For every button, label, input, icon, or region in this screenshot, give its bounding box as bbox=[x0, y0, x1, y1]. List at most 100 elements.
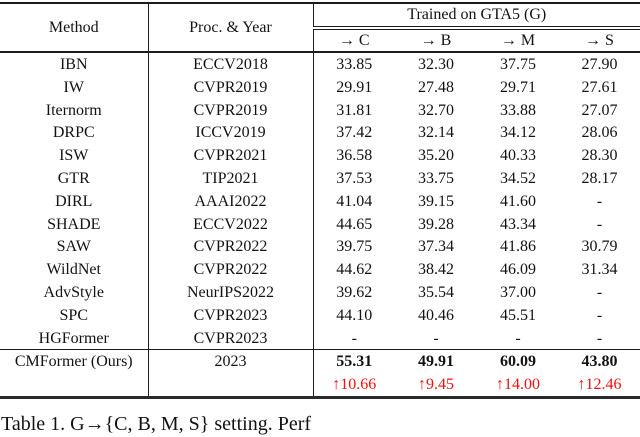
value-cell: 30.79 bbox=[581, 238, 618, 256]
value-cell: 46.09 bbox=[500, 261, 536, 279]
value-cell: 40.46 bbox=[418, 306, 454, 324]
value-cell: 32.70 bbox=[418, 101, 454, 119]
method-cell: DIRL bbox=[0, 189, 149, 213]
value-cell: 41.86 bbox=[500, 238, 536, 256]
value-cell: - bbox=[351, 329, 357, 347]
method-cell: SHADE bbox=[0, 212, 149, 236]
venue-cell: TIP2021 bbox=[148, 167, 314, 190]
table-row: WildNet CVPR2022 44.62 38.42 46.09 31.34 bbox=[0, 258, 640, 282]
venue-cell: AAAI2022 bbox=[148, 189, 314, 213]
value-cell: 41.04 bbox=[336, 192, 373, 210]
table-row: AdvStyle NeurIPS2022 39.62 35.54 37.00 - bbox=[0, 281, 640, 304]
table-row: SHADE ECCV2022 44.65 39.28 43.34 - bbox=[0, 212, 640, 236]
method-cell: WildNet bbox=[0, 258, 149, 282]
value-cell: 34.52 bbox=[500, 169, 536, 187]
venue-cell: CVPR2022 bbox=[148, 235, 314, 259]
empty-cell bbox=[148, 373, 314, 398]
method-cell: SPC bbox=[0, 303, 149, 327]
value-cell: 35.20 bbox=[418, 147, 454, 165]
value-cell: 32.14 bbox=[418, 124, 454, 142]
value-cell-best: 55.31 bbox=[336, 353, 373, 371]
col-header-method: Method bbox=[0, 3, 149, 53]
value-cell: 27.07 bbox=[581, 101, 618, 119]
venue-cell: CVPR2019 bbox=[148, 75, 314, 99]
value-cell-best: 49.91 bbox=[418, 353, 454, 371]
col-header-to-mapillary: → M bbox=[500, 32, 536, 49]
venue-cell: CVPR2021 bbox=[148, 144, 314, 168]
value-cell: 33.88 bbox=[500, 101, 536, 119]
improvement-row: ↑10.66 ↑9.45 ↑14.00 ↑12.46 bbox=[0, 373, 640, 398]
value-cell: 44.62 bbox=[336, 261, 373, 279]
value-cell-best: 43.80 bbox=[581, 353, 618, 371]
value-cell: - bbox=[596, 329, 603, 347]
value-cell: 45.51 bbox=[500, 306, 536, 324]
results-table: Method Proc. & Year Trained on GTA5 (G) … bbox=[0, 2, 640, 400]
venue-cell: ECCV2018 bbox=[148, 52, 314, 76]
value-cell: 43.34 bbox=[500, 215, 536, 233]
method-cell: HGFormer bbox=[0, 326, 149, 350]
method-cell: SAW bbox=[0, 235, 149, 259]
value-cell: 27.61 bbox=[581, 78, 618, 96]
improvement-value: ↑9.45 bbox=[418, 376, 454, 394]
value-cell: 28.06 bbox=[581, 124, 618, 142]
table-row: SPC CVPR2023 44.10 40.46 45.51 - bbox=[0, 303, 640, 327]
venue-cell: CVPR2019 bbox=[148, 98, 314, 122]
value-cell: 27.90 bbox=[581, 55, 618, 73]
venue-cell: ICCV2019 bbox=[148, 121, 314, 145]
method-cell: AdvStyle bbox=[0, 281, 149, 304]
value-cell: 44.10 bbox=[336, 306, 373, 324]
value-cell: 28.17 bbox=[581, 169, 618, 187]
value-cell: 39.15 bbox=[418, 192, 454, 210]
value-cell: 33.85 bbox=[336, 55, 373, 73]
value-cell: 28.30 bbox=[581, 147, 618, 165]
value-cell: 29.91 bbox=[336, 78, 373, 96]
value-cell: 31.34 bbox=[581, 261, 618, 279]
method-cell: IW bbox=[0, 75, 149, 99]
table-caption: Table 1. G→{C, B, M, S} setting. Perf bbox=[1, 413, 312, 435]
table-row: ISW CVPR2021 36.58 35.20 40.33 28.30 bbox=[0, 144, 640, 168]
value-cell: 39.62 bbox=[336, 283, 373, 301]
value-cell: 39.75 bbox=[336, 238, 373, 256]
value-cell: - bbox=[433, 329, 439, 347]
method-cell: GTR bbox=[0, 167, 149, 190]
highlight-row-cmformer: CMFormer (Ours) 2023 55.31 49.91 60.09 4… bbox=[0, 349, 640, 374]
value-cell: - bbox=[596, 192, 603, 210]
empty-cell bbox=[0, 373, 149, 398]
value-cell: 39.28 bbox=[418, 215, 454, 233]
table-row: Iternorm CVPR2019 31.81 32.70 33.88 27.0… bbox=[0, 98, 640, 122]
value-cell: 44.65 bbox=[336, 215, 373, 233]
method-cell: IBN bbox=[0, 52, 149, 76]
value-cell: 37.42 bbox=[336, 124, 373, 142]
value-cell: 34.12 bbox=[500, 124, 536, 142]
venue-cell: CVPR2023 bbox=[148, 326, 314, 350]
col-header-to-bdd: → B bbox=[420, 32, 452, 49]
value-cell: 27.48 bbox=[418, 78, 454, 96]
value-cell: 37.53 bbox=[336, 169, 373, 187]
value-cell: 35.54 bbox=[418, 283, 454, 301]
venue-cell: 2023 bbox=[148, 349, 314, 374]
value-cell: 31.81 bbox=[336, 101, 373, 119]
method-cell: CMFormer (Ours) bbox=[0, 349, 149, 374]
value-cell: 37.75 bbox=[500, 55, 536, 73]
table-row: IBN ECCV2018 33.85 32.30 37.75 27.90 bbox=[0, 52, 640, 76]
value-cell: 36.58 bbox=[336, 147, 373, 165]
table-row: HGFormer CVPR2023 - - - - bbox=[0, 326, 640, 350]
venue-cell: CVPR2023 bbox=[148, 303, 314, 327]
value-cell: 40.33 bbox=[500, 147, 536, 165]
table-row: SAW CVPR2022 39.75 37.34 41.86 30.79 bbox=[0, 235, 640, 259]
venue-cell: ECCV2022 bbox=[148, 212, 314, 236]
table-row: GTR TIP2021 37.53 33.75 34.52 28.17 bbox=[0, 167, 640, 190]
improvement-value: ↑12.46 bbox=[577, 376, 622, 394]
col-header-to-synthia: → S bbox=[585, 32, 614, 49]
value-cell: 33.75 bbox=[418, 169, 454, 187]
venue-cell: NeurIPS2022 bbox=[148, 281, 314, 304]
value-cell: 38.42 bbox=[418, 261, 454, 279]
col-header-to-cityscapes: → C bbox=[338, 32, 370, 49]
value-cell: 37.00 bbox=[500, 283, 536, 301]
improvement-value: ↑10.66 bbox=[332, 376, 377, 394]
value-cell: 29.71 bbox=[500, 78, 536, 96]
value-cell: - bbox=[596, 306, 603, 324]
value-cell: - bbox=[596, 283, 603, 301]
col-group-header-trained-on-gta5: Trained on GTA5 (G) bbox=[313, 3, 640, 30]
